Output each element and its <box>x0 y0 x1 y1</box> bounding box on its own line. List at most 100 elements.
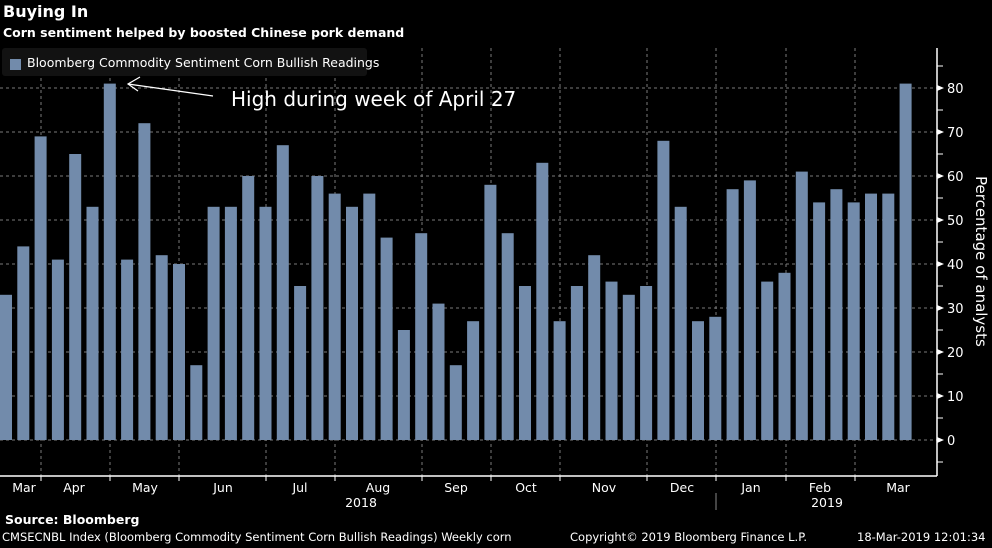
bar <box>622 294 635 440</box>
bar <box>155 255 168 440</box>
y-tick-marker <box>937 173 944 179</box>
bar <box>882 193 895 440</box>
bar <box>259 206 272 440</box>
bar <box>432 303 445 440</box>
x-tick-label: Oct <box>515 480 537 495</box>
bar <box>640 286 653 440</box>
bar <box>692 321 704 440</box>
y-tick-label: 40 <box>947 258 964 273</box>
x-tick-label: Jan <box>740 480 760 495</box>
bar <box>415 233 428 440</box>
bar <box>899 83 912 440</box>
bar <box>570 286 583 440</box>
y-tick-marker <box>937 261 944 267</box>
y-tick-label: 60 <box>947 170 964 185</box>
bar <box>605 281 618 440</box>
footer-description: CMSECNBL Index (Bloomberg Commodity Sent… <box>2 530 512 544</box>
bar <box>190 365 203 440</box>
annotation-arrow-line <box>127 83 214 97</box>
bar <box>380 237 393 440</box>
annotation-arrow-head <box>126 76 141 92</box>
bar <box>830 189 843 440</box>
bar <box>657 140 670 441</box>
bar <box>51 259 64 440</box>
y-axis-ticks: 0 10 20 30 40 50 60 70 80 <box>937 65 964 463</box>
bar <box>709 316 722 440</box>
bar <box>449 365 462 440</box>
bar <box>276 145 289 440</box>
x-tick-label: Sep <box>444 480 468 495</box>
legend: Bloomberg Commodity Sentiment Corn Bulli… <box>2 48 379 76</box>
bar <box>311 176 324 440</box>
bar <box>121 259 134 440</box>
bar <box>363 193 376 440</box>
x-year-label: 2019 <box>811 495 843 510</box>
bar <box>173 264 185 440</box>
y-tick-label: 80 <box>947 82 964 97</box>
y-tick-label: 10 <box>947 390 964 405</box>
chart-subtitle: Corn sentiment helped by boosted Chinese… <box>3 25 405 40</box>
y-tick-marker <box>937 305 944 311</box>
y-tick-marker <box>937 437 944 443</box>
y-tick-label: 70 <box>947 126 964 141</box>
legend-label: Bloomberg Commodity Sentiment Corn Bulli… <box>27 55 380 70</box>
bar <box>294 286 307 440</box>
bar <box>328 193 341 440</box>
annotation-text: High during week of April 27 <box>231 87 516 111</box>
bar <box>397 330 410 440</box>
legend-swatch <box>10 59 21 70</box>
footer-timestamp: 18-Mar-2019 12:01:34 <box>857 530 986 544</box>
bar <box>138 123 151 440</box>
bar <box>536 162 549 441</box>
bar <box>553 321 566 440</box>
bar <box>865 193 877 440</box>
x-year-label: 2018 <box>345 495 377 510</box>
bar <box>34 136 47 440</box>
y-tick-marker <box>937 85 944 91</box>
bar <box>467 321 480 440</box>
bar <box>103 83 116 440</box>
footer-copyright: Copyright© 2019 Bloomberg Finance L.P. <box>570 530 807 544</box>
y-tick-marker <box>937 217 944 223</box>
bar <box>519 286 531 440</box>
x-tick-label: Aug <box>366 480 390 495</box>
bar <box>86 206 99 440</box>
bar <box>743 180 756 440</box>
y-tick-marker <box>937 129 944 135</box>
y-tick-marker <box>937 393 944 399</box>
x-tick-label: Nov <box>592 480 617 495</box>
y-tick-label: 0 <box>947 434 955 449</box>
y-tick-marker <box>937 349 944 355</box>
x-tick-label: Feb <box>809 480 831 495</box>
x-axis-ticks: Mar Apr May Jun Jul Aug Sep Oct Nov Dec Jan Feb Mar 2… <box>12 476 911 510</box>
bar <box>207 206 220 440</box>
y-axis-label: Percentage of analysts <box>972 176 990 347</box>
bar <box>588 255 601 440</box>
bar <box>0 294 12 440</box>
bar <box>813 202 826 440</box>
x-tick-label: Apr <box>63 480 85 495</box>
x-tick-label: Jul <box>291 480 307 495</box>
chart-title: Buying In <box>3 2 89 21</box>
y-tick-label: 30 <box>947 302 964 317</box>
bar <box>17 246 30 440</box>
bar <box>778 272 791 440</box>
bar <box>242 176 255 440</box>
bar <box>761 281 774 440</box>
bar <box>484 184 497 440</box>
bars <box>0 83 912 441</box>
y-tick-label: 50 <box>947 214 964 229</box>
bar <box>674 206 687 440</box>
x-tick-label: Dec <box>670 480 694 495</box>
source-label: Source: Bloomberg <box>5 512 140 527</box>
bar <box>726 189 739 440</box>
bar <box>847 202 860 440</box>
y-tick-label: 20 <box>947 346 964 361</box>
x-tick-label: Mar <box>886 480 910 495</box>
x-tick-label: Jun <box>212 480 233 495</box>
annotation-group: High during week of April 27 <box>126 76 516 111</box>
bar <box>795 171 808 440</box>
bar <box>501 233 514 440</box>
x-tick-label: Mar <box>12 480 36 495</box>
